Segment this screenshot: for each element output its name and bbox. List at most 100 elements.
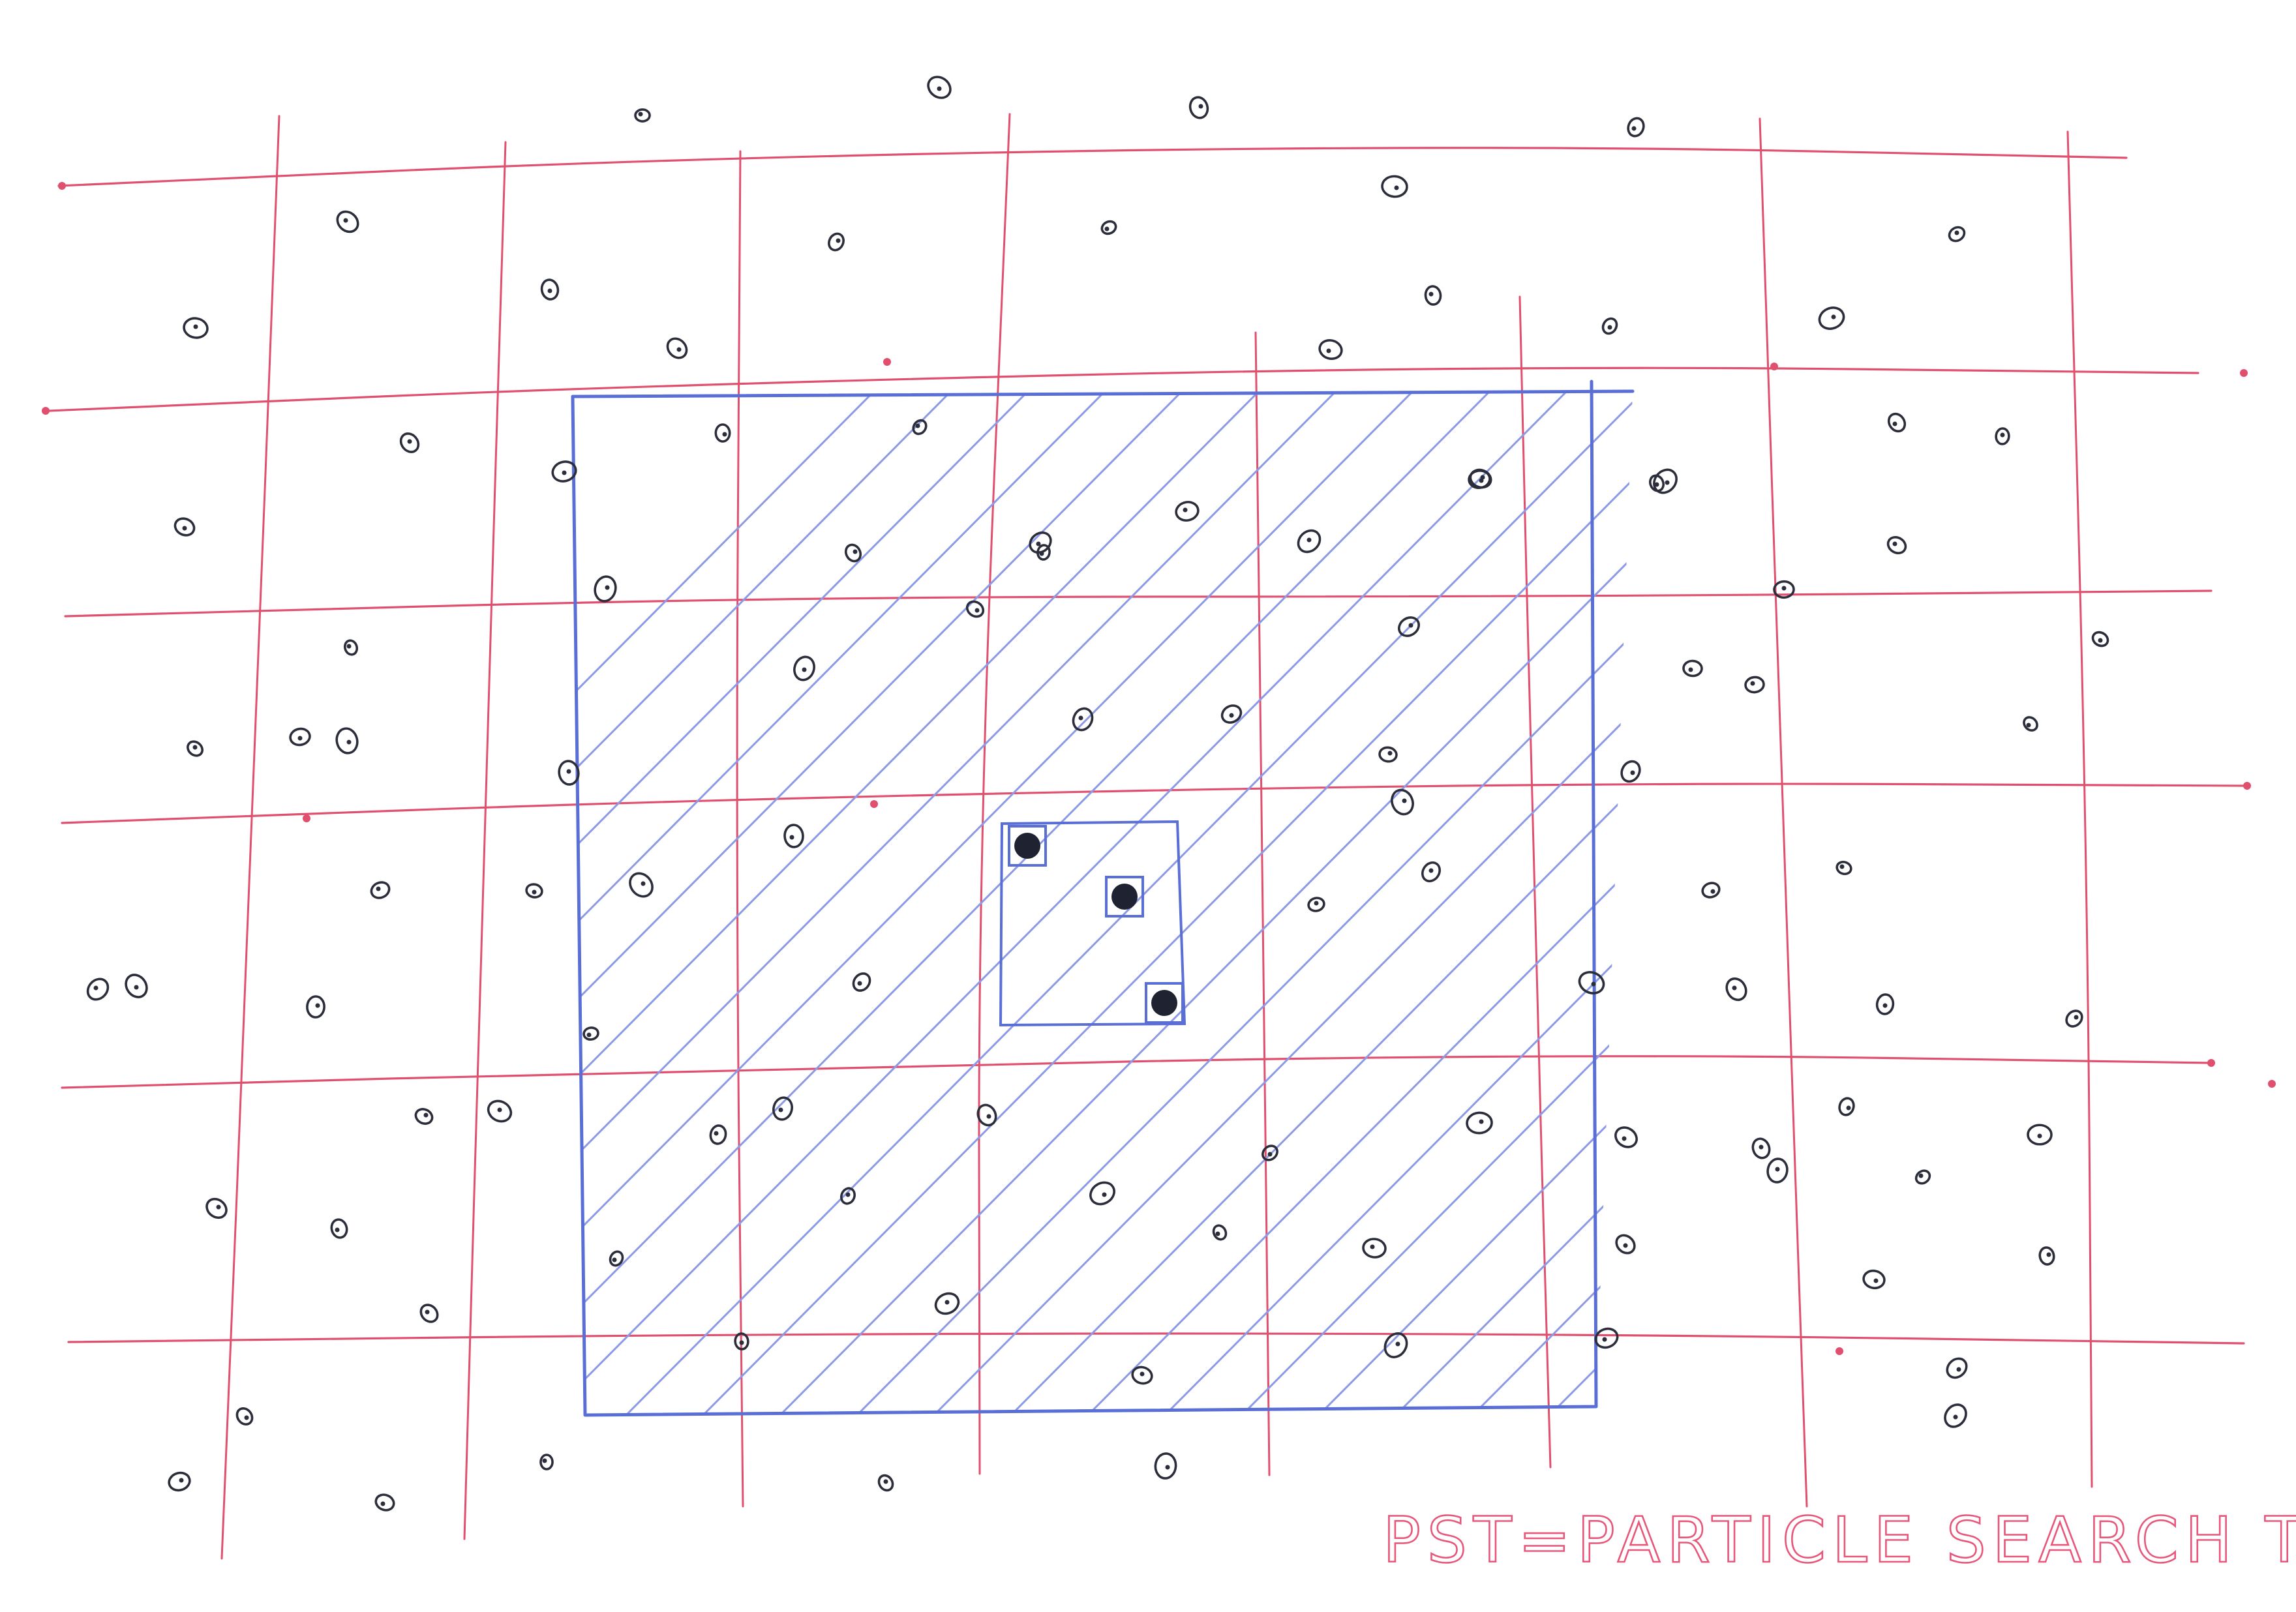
particle-ring: [419, 1304, 439, 1323]
particle-core: [789, 835, 794, 840]
query-box: [999, 820, 1186, 1027]
particle: [734, 1332, 749, 1351]
hatch-line: [1087, 391, 1633, 1415]
search-region: [571, 380, 1635, 1417]
particle-ring: [1381, 175, 1408, 198]
ink-blot: [2240, 369, 2248, 377]
particle: [1220, 704, 1243, 724]
particle: [539, 1454, 554, 1470]
particle-core: [778, 1107, 783, 1112]
particle-core: [346, 644, 352, 649]
particle-ring: [1072, 707, 1094, 732]
particle-ring: [734, 1332, 749, 1351]
particle-ring: [2091, 631, 2109, 648]
particle-ring: [1421, 861, 1442, 883]
particle-core: [1104, 226, 1110, 231]
particle-core: [497, 1107, 502, 1112]
particle-ring: [540, 278, 560, 301]
particle: [1887, 412, 1907, 433]
particle-ring: [2065, 1009, 2083, 1028]
particle-ring: [666, 337, 688, 359]
particle-core: [1623, 1243, 1628, 1248]
particle-ring: [1653, 468, 1678, 494]
particle-ring: [343, 639, 359, 656]
particle-ring: [2038, 1246, 2055, 1266]
particle-core: [1607, 325, 1612, 330]
particle-core: [1036, 541, 1041, 546]
particle: [709, 1124, 727, 1145]
particle: [2091, 631, 2109, 648]
particle-core: [638, 112, 643, 117]
particle-core: [1710, 889, 1715, 894]
particle: [330, 1218, 348, 1239]
particle-ring: [1297, 529, 1322, 554]
particle-core: [853, 549, 858, 554]
particle: [1175, 501, 1200, 522]
ink-blot: [2207, 1059, 2215, 1067]
particle-ring: [551, 460, 577, 483]
particle: [125, 974, 148, 998]
particle-ring: [306, 995, 325, 1019]
particle: [582, 1026, 599, 1041]
particle-ring: [1701, 882, 1721, 899]
particle-core: [2000, 432, 2005, 438]
particle: [840, 1187, 856, 1205]
particle: [551, 460, 577, 483]
particle-ring: [1220, 704, 1243, 724]
particle-core: [1732, 985, 1737, 991]
particle: [1653, 468, 1678, 494]
particle-ring: [1466, 1111, 1493, 1135]
particle-ring: [852, 972, 871, 992]
hatch-line: [573, 391, 952, 1415]
particle: [1995, 427, 2010, 445]
particle-core: [1229, 713, 1234, 718]
particle-core: [407, 439, 412, 444]
hatch-line: [933, 391, 1633, 1415]
ink-blot: [42, 407, 50, 415]
particle-ring: [1318, 339, 1343, 360]
particle-ring: [1154, 1452, 1177, 1480]
particle-core: [1387, 751, 1393, 756]
particle-core: [1198, 104, 1203, 109]
particle-ring: [235, 1407, 254, 1426]
particle-ring: [330, 1218, 348, 1239]
particle: [2027, 1124, 2053, 1146]
particle: [965, 600, 985, 618]
particle-core: [1688, 667, 1693, 672]
particle: [714, 423, 731, 443]
particle-core: [1665, 480, 1670, 485]
particle-core: [1630, 770, 1635, 775]
particle-ring: [714, 423, 731, 443]
particle-ring: [793, 655, 815, 681]
particle-ring: [1766, 1157, 1789, 1184]
particle-core: [1953, 1414, 1958, 1420]
particle-core: [1956, 1367, 1961, 1372]
particle: [1766, 1157, 1789, 1184]
search-region-outline: [571, 380, 1635, 1417]
hatch-line: [573, 391, 1260, 1415]
particle: [306, 995, 325, 1019]
particle-ring: [2023, 716, 2038, 732]
ink-blot: [58, 182, 66, 190]
particle-ring: [1578, 971, 1605, 994]
particle-core: [1781, 586, 1787, 591]
particle-core: [542, 1458, 547, 1463]
grid-lines: [42, 113, 2276, 1560]
particle-core: [1873, 1278, 1879, 1283]
particle: [1744, 676, 1765, 694]
particle: [934, 1292, 960, 1315]
particle: [1614, 1126, 1638, 1148]
particle-core: [380, 1501, 385, 1506]
particle: [374, 1493, 395, 1512]
particle: [1468, 470, 1491, 489]
particle-ring: [1627, 117, 1645, 138]
particle-core: [845, 1192, 851, 1197]
particle-core: [1267, 1152, 1273, 1157]
particle: [1948, 226, 1966, 243]
particle: [1131, 1366, 1153, 1385]
particle-core: [2037, 1133, 2042, 1139]
particle-core: [134, 985, 139, 990]
hatch-line: [779, 391, 1633, 1415]
particle-core: [1882, 1003, 1888, 1008]
